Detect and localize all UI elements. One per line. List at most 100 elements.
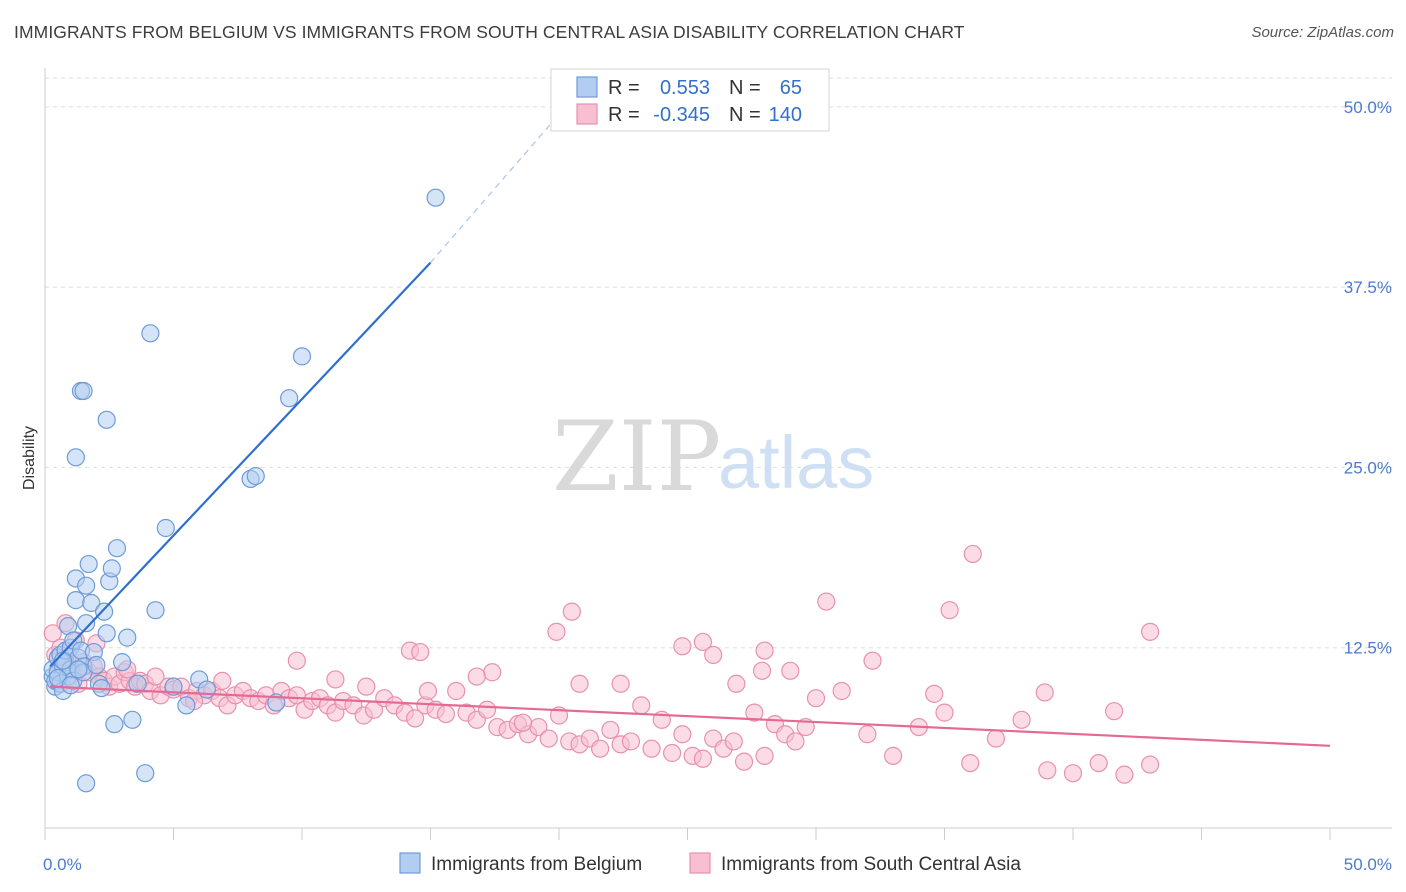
asia-point-25 (146, 667, 165, 686)
legend-r-label-asia: R = (608, 104, 640, 126)
y-tick-label-1: 25.0% (1344, 458, 1392, 477)
asia-point-132 (467, 667, 486, 686)
asia-point-107 (1089, 753, 1108, 773)
legend-swatch-belgium (576, 76, 598, 98)
belgium-point-59 (97, 410, 116, 429)
bottom-legend-swatch-asia (689, 852, 711, 874)
asia-point-119 (781, 661, 800, 680)
asia-point-118 (755, 641, 774, 660)
asia-point-91 (755, 746, 774, 765)
asia-point-120 (817, 592, 836, 611)
x-tick-label-0: 0.0% (43, 855, 82, 874)
bottom-legend: Immigrants from Belgium Immigrants from … (399, 852, 1021, 875)
belgium-point-42 (136, 764, 155, 783)
belgium-point-46 (164, 677, 183, 696)
asia-point-129 (326, 670, 345, 689)
asia-point-61 (447, 681, 466, 701)
belgium-point-43 (141, 324, 160, 343)
asia-point-133 (513, 713, 533, 732)
asia-point-136 (704, 645, 723, 665)
asia-point-108 (1115, 765, 1134, 784)
asia-point-115 (673, 637, 692, 656)
asia-point-82 (662, 743, 682, 763)
asia-point-122 (925, 684, 944, 703)
belgium-point-33 (97, 624, 116, 643)
watermark-atlas: atlas (718, 421, 874, 504)
asia-point-137 (611, 674, 630, 693)
bottom-legend-swatch-belgium (399, 852, 421, 874)
asia-point-98 (858, 725, 877, 744)
bottom-legend-label-asia: Immigrants from South Central Asia (721, 854, 1021, 875)
trend-line-belgium-extension (430, 99, 573, 264)
legend-r-value-asia: -0.345 (653, 104, 710, 126)
asia-point-111 (411, 642, 430, 662)
asia-point-142 (213, 671, 232, 690)
asia-point-128 (287, 651, 306, 670)
chart-title: IMMIGRANTS FROM BELGIUM VS IMMIGRANTS FR… (14, 22, 965, 42)
belgium-point-41 (128, 674, 147, 693)
belgium-point-58 (74, 381, 93, 401)
trend-line-belgium (49, 261, 432, 668)
asia-point-126 (1105, 702, 1124, 721)
asia-point-101 (935, 703, 954, 722)
legend-n-label-asia: N = (729, 104, 761, 126)
y-tick-label-2: 37.5% (1344, 278, 1392, 297)
belgium-point-39 (118, 628, 137, 647)
legend-n-label-belgium: N = (729, 77, 761, 99)
belgium-point-29 (87, 655, 106, 675)
belgium-point-25 (77, 576, 96, 595)
asia-point-90 (745, 703, 764, 722)
series-south-central-asia (43, 544, 1160, 784)
belgium-point-53 (280, 389, 299, 408)
legend-n-value-belgium: 65 (780, 77, 802, 99)
asia-point-127 (1140, 622, 1160, 641)
asia-point-125 (1035, 683, 1054, 702)
asia-point-99 (883, 746, 903, 765)
asia-point-80 (642, 739, 661, 758)
legend-r-value-belgium: 0.553 (660, 77, 710, 99)
asia-point-97 (832, 681, 851, 701)
asia-point-83 (673, 725, 692, 744)
asia-point-88 (724, 732, 743, 751)
belgium-point-35 (102, 559, 121, 578)
asia-point-89 (734, 752, 754, 771)
asia-point-116 (727, 674, 746, 693)
asia-point-94 (786, 732, 805, 751)
asia-point-96 (806, 689, 826, 708)
asia-point-79 (632, 696, 651, 715)
asia-point-124 (963, 544, 982, 564)
trend-lines (49, 99, 1331, 747)
belgium-point-63 (61, 676, 80, 695)
bottom-legend-label-belgium: Immigrants from Belgium (431, 854, 642, 875)
belgium-point-56 (66, 448, 85, 467)
asia-point-135 (693, 632, 713, 652)
belgium-point-37 (107, 539, 127, 558)
y-tick-label-3: 50.0% (1344, 98, 1392, 117)
asia-point-104 (1012, 710, 1031, 729)
y-tick-label-0: 12.5% (1344, 639, 1392, 658)
belgium-point-32 (95, 602, 114, 621)
asia-point-134 (570, 674, 589, 693)
belgium-point-55 (426, 188, 445, 207)
belgium-point-26 (79, 554, 98, 574)
asia-point-76 (601, 720, 620, 740)
belgium-point-49 (197, 680, 217, 699)
belgium-point-60 (77, 774, 96, 793)
legend-box: R = 0.553 N = 65 R = -0.345 N = 140 (550, 68, 830, 132)
asia-point-113 (547, 622, 566, 641)
belgium-point-38 (112, 653, 132, 672)
watermark: ZIP atlas (552, 401, 874, 513)
belgium-point-27 (82, 593, 101, 613)
asia-point-60 (436, 704, 456, 724)
trend-line-asia (50, 685, 1331, 747)
asia-point-105 (1038, 761, 1057, 780)
belgium-point-64 (69, 660, 88, 679)
asia-point-75 (591, 739, 610, 758)
y-axis-label: Disability (21, 426, 38, 490)
y-tick-labels: 12.5% 25.0% 37.5% 50.0% (1344, 98, 1392, 658)
asia-point-121 (863, 651, 882, 670)
asia-point-103 (986, 729, 1006, 748)
axes (44, 68, 1392, 840)
asia-point-57 (405, 709, 425, 728)
